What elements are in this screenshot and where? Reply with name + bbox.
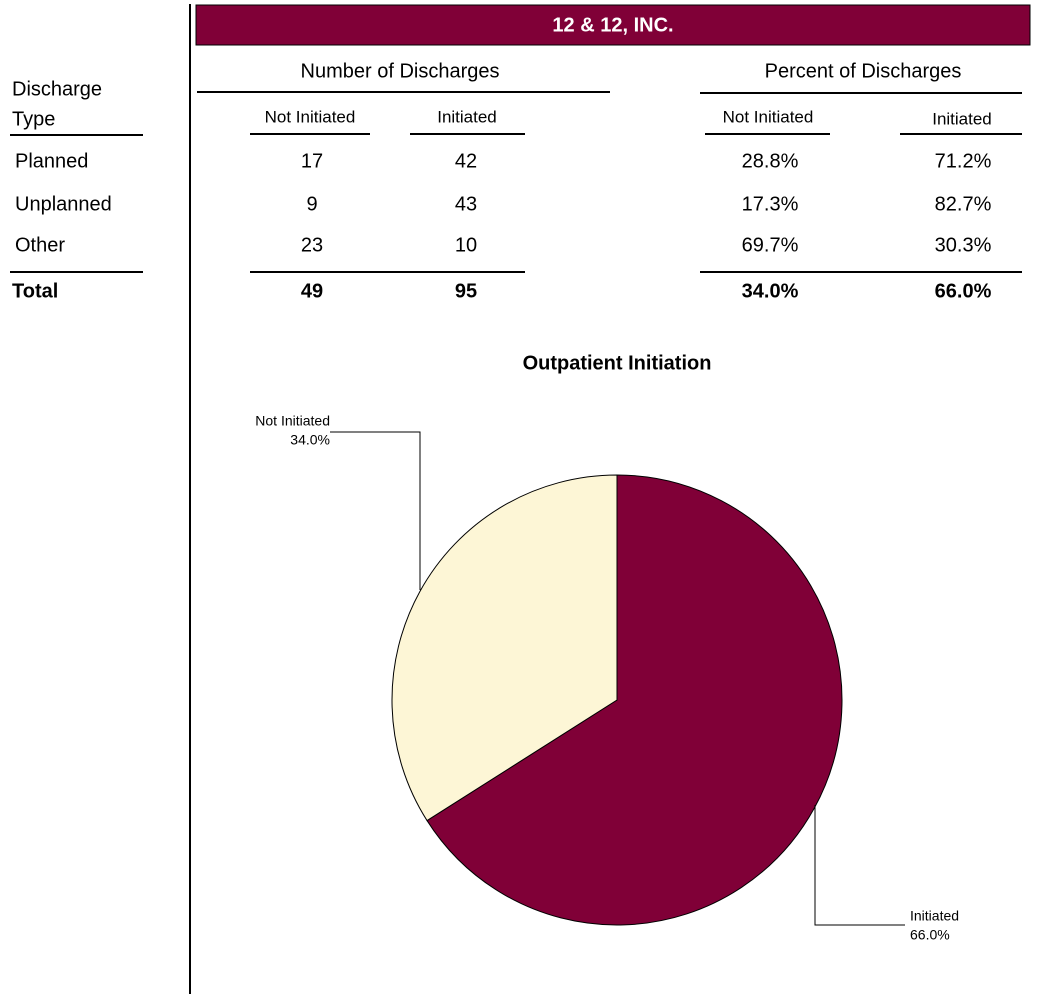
subheader: Not Initiated <box>723 107 814 126</box>
slice-value-label: 66.0% <box>910 927 950 943</box>
cell: 28.8% <box>742 150 799 172</box>
header-bar <box>195 4 1031 46</box>
row-header: Type <box>12 108 55 130</box>
pie: Not Initiated 34.0% Initiated 66.0% <box>255 413 959 943</box>
row-label: Unplanned <box>15 193 112 215</box>
header-title: 12 & 12, INC. <box>552 14 673 36</box>
cell: 82.7% <box>935 193 992 215</box>
leader-line <box>814 805 905 926</box>
pie-slice <box>391 474 618 822</box>
cell: 42 <box>455 150 477 172</box>
pie-slice <box>426 474 843 926</box>
cell: 43 <box>455 193 477 215</box>
cell: 69.7% <box>742 234 799 256</box>
cell: 10 <box>455 234 477 256</box>
chart-title: Outpatient Initiation <box>523 352 712 374</box>
subheader: Not Initiated <box>265 107 356 126</box>
cell: 23 <box>301 234 323 256</box>
cell: 34.0% <box>742 280 799 302</box>
row-header: Discharge <box>12 78 102 100</box>
row-label: Planned <box>15 150 88 172</box>
subheader: Initiated <box>437 107 497 126</box>
subheader: Initiated <box>932 109 992 128</box>
cell: 17 <box>301 150 323 172</box>
table-body: Planned 17 42 28.8% 71.2% Unplanned 9 43 17.3% 82… <box>12 150 992 302</box>
slice-value-label: 34.0% <box>290 432 330 448</box>
cell: 49 <box>301 280 323 302</box>
cell: 95 <box>455 280 477 302</box>
row-label: Other <box>15 234 65 256</box>
slice-label: Not Initiated <box>255 413 330 429</box>
cell: 30.3% <box>935 234 992 256</box>
cell: 71.2% <box>935 150 992 172</box>
cell: 9 <box>306 193 317 215</box>
slice-label: Initiated <box>910 908 959 924</box>
group-header: Number of Discharges <box>301 60 500 82</box>
cell: 17.3% <box>742 193 799 215</box>
row-label: Total <box>12 280 58 302</box>
cell: 66.0% <box>935 280 992 302</box>
group-header: Percent of Discharges <box>765 60 962 82</box>
leader-line <box>330 431 421 590</box>
